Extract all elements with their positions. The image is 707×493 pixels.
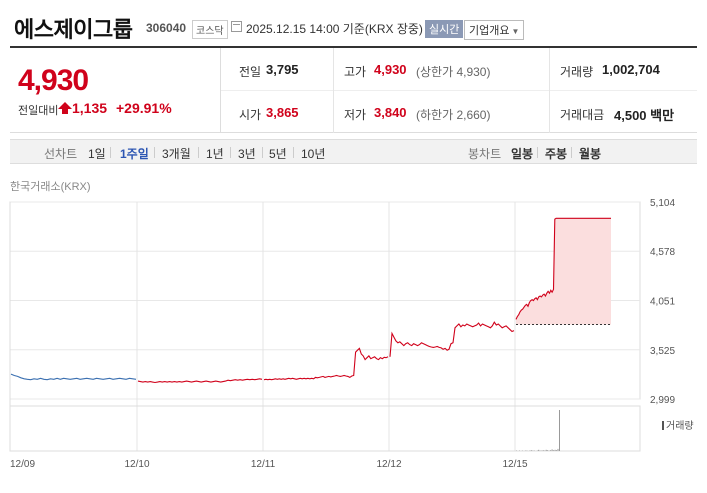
summary-col-divider [549,48,550,133]
tab-1w[interactable]: 1주일 [120,147,149,161]
tab-divider [262,147,263,158]
datetime-basis: 2025.12.15 14:00 기준(KRX 장중) [246,22,423,36]
header-divider [10,46,697,48]
high-value: 4,930 [374,62,407,77]
tab-5y[interactable]: 5년 [269,147,287,161]
x-tick-label: 12/15 [502,459,527,470]
chart-period-tabs: 선차트 1일 1주일 3개월 1년 3년 5년 10년 봉차트 일봉 주봉 월봉 [10,139,697,164]
line-chart-label: 선차트 [44,147,78,161]
summary-col-divider [333,48,334,133]
tab-1d[interactable]: 1일 [88,147,106,161]
tab-divider [230,147,231,158]
candle-chart-label: 봉차트 [468,147,502,161]
x-tick-label: 12/09 [10,459,35,470]
up-arrow-icon [58,102,72,114]
volume-bar [554,449,556,451]
stock-header: 에스제이그룹 306040 코스닥 2025.12.15 14:00 기준(KR… [0,0,707,46]
live-button[interactable]: 실시간 [425,20,464,38]
volume-bar [550,450,552,451]
y-tick-label: 5,104 [650,198,675,209]
tab-divider [110,147,111,158]
gain-area [516,218,611,325]
tab-divider [537,147,538,158]
volume-label: 거래량 [560,65,594,79]
stock-code: 306040 [146,21,187,35]
current-price: 4,930 [18,64,89,97]
company-name: 에스제이그룹 [14,17,133,42]
change-label: 전일대비 [18,105,59,117]
x-tick-label: 12/10 [124,459,149,470]
open-label: 시가 [239,108,262,122]
volume-bar [542,450,544,451]
volume-bar [545,449,547,451]
price-summary: 4,930 전일대비 1,135 +29.91% 전일 3,795 고가 4,9… [10,48,697,133]
volume-bar [557,448,559,451]
volume-legend: 거래량 [662,417,694,432]
change-value: 1,135 [72,100,108,116]
price-chart-area: 한국거래소(KRX) 5,104 4,578 4,051 3,525 2,999 12/0… [0,170,707,493]
calendar-icon [231,21,242,32]
prev-close-label: 전일 [239,65,262,79]
x-tick-label: 12/11 [251,459,276,470]
volume-bar [559,410,560,451]
volume-bar [556,450,557,451]
y-tick-label: 3,525 [650,346,675,357]
volume-value: 1,002,704 [602,62,660,77]
tab-3y[interactable]: 3년 [238,147,256,161]
tab-weekly-candle[interactable]: 주봉 [545,147,568,161]
summary-row-divider [221,90,697,91]
tab-10y[interactable]: 10년 [301,147,326,161]
low-label: 저가 [344,108,367,122]
prev-close-value: 3,795 [266,62,299,77]
price-series-12/10 [137,378,263,384]
y-tick-label: 2,999 [650,395,675,406]
tab-divider [571,147,572,158]
lower-limit: (하한가 2,660) [416,108,491,122]
change-percent: +29.91% [116,100,172,116]
x-tick-label: 12/12 [376,459,401,470]
tab-monthly-candle[interactable]: 월봉 [579,147,602,161]
volume-bar [551,449,553,451]
volume-bar [530,450,532,451]
open-value: 3,865 [266,105,299,120]
chart-source: 한국거래소(KRX) [10,181,91,193]
chevron-down-icon: ▼ [511,27,520,36]
volume-bar [547,450,549,451]
tab-divider [154,147,155,158]
y-tick-label: 4,578 [650,247,675,258]
volume-bar [538,449,540,451]
amount-label: 거래대금 [560,108,605,122]
high-label: 고가 [344,65,367,79]
company-overview-button[interactable]: 기업개요 ▼ [464,20,525,40]
tab-3m[interactable]: 3개월 [162,147,191,161]
price-series-12/12 [389,321,515,357]
amount-value: 4,500 백만 [614,108,675,123]
price-series-12/09 [10,373,137,381]
volume-bar [553,450,555,451]
low-value: 3,840 [374,105,407,120]
price-series-12/15 [515,217,611,320]
price-series-12/11 [263,347,389,381]
tab-daily-candle[interactable]: 일봉 [511,147,534,161]
tab-1y[interactable]: 1년 [206,147,224,161]
volume-frame [9,405,641,452]
y-tick-label: 4,051 [650,297,675,308]
upper-limit: (상한가 4,930) [416,65,491,79]
market-badge: 코스닥 [192,20,228,39]
current-price-box: 4,930 전일대비 1,135 +29.91% [10,48,221,133]
tab-divider [293,147,294,158]
tab-divider [198,147,199,158]
price-chart[interactable]: 5,104 4,578 4,051 3,525 2,999 12/09 12/10 12/11… [0,170,707,493]
